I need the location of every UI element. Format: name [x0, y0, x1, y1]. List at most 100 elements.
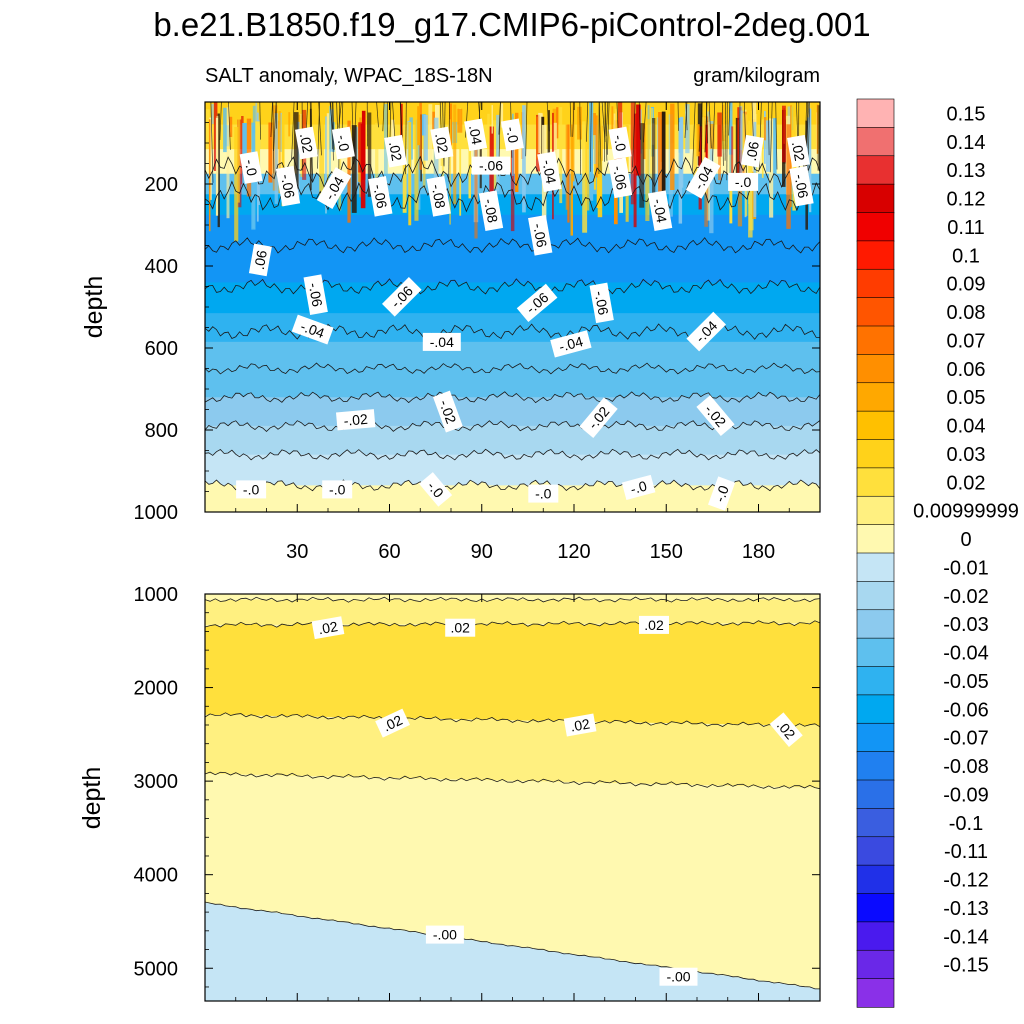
surface-streak: [658, 112, 663, 205]
colorbar-label: 0.05: [947, 387, 986, 409]
bottom-panel-contour-labels: .02.02.02.02.02.02-.00-.00: [311, 615, 803, 986]
surface-streak: [592, 113, 596, 136]
top-contour-label: -.04: [550, 330, 592, 358]
surface-streak: [288, 112, 291, 137]
surface-streak: [693, 125, 698, 183]
surface-streak: [432, 111, 435, 133]
colorbar-label: 0.14: [947, 132, 986, 154]
surface-streak: [764, 117, 767, 141]
colorbar-label: 0.02: [947, 472, 986, 494]
surface-contour-streak: [806, 102, 808, 149]
top-panel-ylabel: depth: [80, 276, 108, 339]
surface-contour-streak: [498, 102, 501, 135]
top-xtick-label: 30: [286, 541, 308, 563]
top-contour-label: -.0: [501, 118, 524, 152]
colorbar-box: [856, 921, 895, 951]
surface-contour-streak: [598, 102, 602, 173]
surface-streak: [782, 105, 786, 163]
top-contour-label-bg: [322, 480, 353, 499]
bottom-ytick-label: 2000: [134, 678, 179, 700]
surface-streak: [417, 106, 421, 146]
top-contour-fill: [205, 479, 820, 512]
top-contour-label-text: -.06: [278, 173, 298, 200]
surface-contour-streak: [698, 102, 703, 152]
top-contour-label-text: -.08: [481, 197, 501, 224]
colorbar-label: 0.12: [947, 189, 986, 211]
surface-streak: [572, 103, 575, 182]
colorbar-box: [856, 439, 895, 469]
top-contour-label-bg: [579, 397, 618, 439]
surface-contour-streak: [677, 102, 679, 131]
surface-contour-streak: [318, 102, 322, 156]
surface-streak: [347, 120, 351, 223]
surface-streak: [252, 105, 256, 134]
top-contour-label-text: -.08: [429, 183, 449, 210]
top-contour-label-text: -.0: [334, 134, 353, 153]
top-contour-label-text: -.02: [343, 411, 369, 429]
surface-streak: [419, 102, 422, 170]
colorbar-label: 0.11: [947, 217, 984, 239]
colorbar-box: [856, 581, 895, 611]
top-contour-label-bg: [696, 395, 735, 436]
top-contour-label: -.0: [528, 484, 559, 503]
top-contour-label: -.08: [478, 190, 504, 231]
top-contour-label: -.0: [322, 480, 353, 499]
surface-streak: [492, 120, 498, 189]
surface-streak: [731, 126, 734, 186]
colorbar-label: -0.1: [949, 813, 983, 835]
surface-streak: [553, 122, 557, 163]
bottom-panel-ylabel: depth: [78, 767, 106, 830]
surface-streak: [613, 113, 616, 143]
colorbar-box: [856, 268, 895, 299]
surface-streak: [761, 119, 764, 178]
colorbar-label: -0.15: [943, 955, 989, 977]
surface-contour-streak: [769, 102, 773, 173]
surface-streak: [582, 121, 588, 233]
bottom-contour-label-bg: [769, 712, 803, 747]
top-contour-label-text: -.06: [792, 173, 812, 200]
top-contour-label: -.06: [528, 215, 553, 256]
colorbar-label: -0.03: [943, 614, 989, 636]
surface-streak: [268, 122, 273, 183]
bottom-contour-label-bg: [445, 618, 476, 637]
surface-streak: [487, 113, 490, 163]
colorbar-box: [856, 694, 895, 724]
surface-streak: [709, 123, 715, 149]
surface-contour-streak: [705, 102, 708, 144]
top-band: [205, 282, 820, 314]
bottom-band-top: [205, 594, 820, 600]
top-contour-label-bg: [432, 390, 463, 433]
surface-contour-streak: [712, 102, 716, 163]
colorbar-box: [856, 779, 895, 810]
surface-streak: [223, 107, 227, 153]
top-contour-label: .06: [740, 134, 764, 168]
surface-streak: [491, 105, 493, 134]
surface-streak: [536, 116, 539, 160]
top-contour-label: .06: [248, 243, 272, 277]
colorbar-label: 0.13: [947, 160, 986, 182]
top-contour-label: -.04: [647, 190, 673, 231]
chart-subtitle-left: SALT anomaly, WPAC_18S-18N: [205, 65, 493, 87]
colorbar-label: -0.04: [943, 643, 989, 665]
colorbar-box: [856, 98, 895, 129]
bottom-contour-line: [205, 901, 820, 990]
top-contour-label-bg: [740, 134, 764, 168]
top-contour-fill: [205, 420, 820, 455]
surface-contour-streak: [701, 102, 703, 174]
colorbar-label: 0.15: [947, 103, 986, 125]
surface-streak: [670, 103, 675, 190]
colorbar-label: -0.06: [943, 699, 989, 721]
surface-streak: [547, 110, 550, 166]
top-contour-label-text: -.0: [243, 481, 260, 497]
top-contour-label: -.0: [728, 172, 759, 191]
surface-streak: [229, 116, 233, 137]
top-contour-label-bg: [331, 126, 355, 160]
surface-streak: [786, 124, 791, 229]
top-contour-label-bg: [236, 480, 267, 499]
surface-streak: [409, 117, 413, 160]
top-contour-label: -.0: [708, 476, 736, 511]
surface-contour-streak: [721, 102, 724, 166]
top-contour-label-bg: [248, 243, 272, 277]
top-contour-label-text: -.0: [629, 478, 649, 498]
surface-contour-streak: [632, 102, 636, 168]
